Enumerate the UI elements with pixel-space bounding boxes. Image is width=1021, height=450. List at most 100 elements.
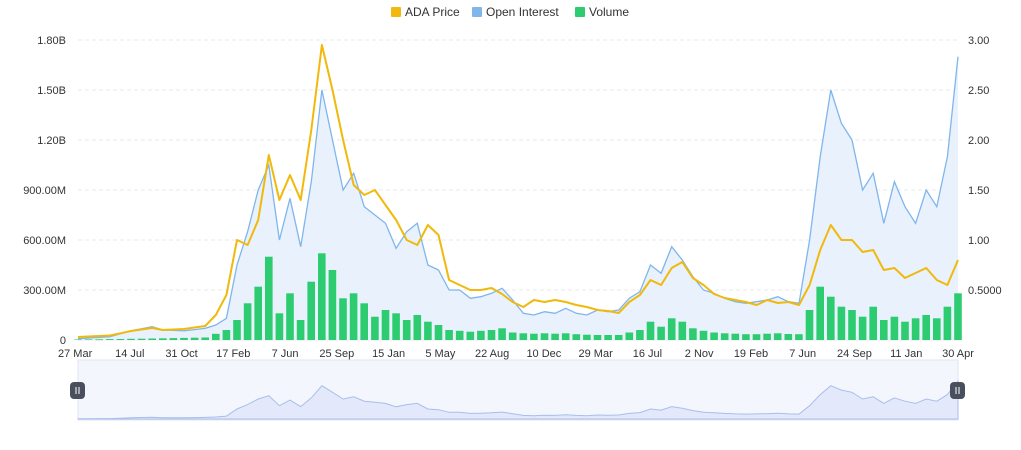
volume-bar <box>392 313 400 340</box>
x-axis-tick-label: 15 Jan <box>372 348 405 360</box>
volume-bar <box>137 338 146 340</box>
volume-bar <box>84 339 93 340</box>
volume-bar <box>487 330 496 340</box>
legend-item-volume[interactable]: Volume <box>575 5 629 19</box>
x-axis-tick-label: 7 Jun <box>272 348 299 360</box>
volume-bar <box>265 256 273 340</box>
volume-bar <box>201 337 209 340</box>
x-axis-tick-label: 29 Mar <box>579 348 614 360</box>
right-axis-tick-label: 2.50 <box>968 85 989 97</box>
volume-bar <box>583 334 591 340</box>
volume-bar <box>148 338 156 340</box>
x-axis-tick-label: 17 Feb <box>216 348 250 360</box>
legend-item-ada-price[interactable]: ADA Price <box>391 5 460 19</box>
volume-bar <box>880 320 888 340</box>
ada-price-swatch-icon <box>391 7 401 17</box>
volume-bar <box>254 286 262 340</box>
volume-bar <box>561 333 570 340</box>
x-axis-tick-label: 25 Sep <box>319 348 354 360</box>
volume-bar <box>805 310 814 340</box>
navigator-area <box>77 379 959 420</box>
volume-bar <box>508 332 517 340</box>
volume-bar <box>890 316 899 340</box>
open-interest-layer <box>77 56 959 340</box>
volume-bar <box>646 321 655 340</box>
volume-bar <box>784 334 793 340</box>
right-axis-tick-label: 1.50 <box>968 185 989 197</box>
x-axis-tick-label: 19 Feb <box>734 348 768 360</box>
volume-bar <box>720 333 729 340</box>
volume-bar <box>954 293 962 340</box>
volume-bar <box>816 286 824 340</box>
volume-bar <box>614 335 623 340</box>
open-interest-area <box>78 56 958 340</box>
navigator-left-handle[interactable] <box>70 382 85 399</box>
volume-bar <box>837 306 846 340</box>
left-axis-tick-label: 300.00M <box>23 285 66 297</box>
volume-bars <box>74 253 962 341</box>
volume-bar <box>455 330 464 340</box>
navigator-right-handle[interactable] <box>950 382 965 399</box>
volume-bar <box>922 315 930 340</box>
x-axis-tick-label: 10 Dec <box>526 348 561 360</box>
volume-bar <box>360 303 368 340</box>
volume-bar <box>477 330 485 340</box>
volume-bar <box>731 333 740 340</box>
volume-bar <box>699 330 708 340</box>
legend-label-open-interest: Open Interest <box>486 5 559 19</box>
volume-bar <box>848 310 856 340</box>
volume-bar <box>689 328 697 340</box>
volume-bar <box>773 333 782 340</box>
right-axis-tick-label: 0.5000 <box>968 285 1002 297</box>
volume-bar <box>328 270 337 340</box>
volume-bar <box>222 330 231 340</box>
volume-bar <box>752 334 761 340</box>
volume-bar <box>180 337 188 340</box>
volume-bar <box>318 253 326 340</box>
x-axis-tick-label: 16 Jul <box>633 348 662 360</box>
volume-bar <box>339 298 347 340</box>
volume-bar <box>530 333 538 340</box>
volume-bar <box>116 339 125 340</box>
volume-bar <box>858 316 867 340</box>
open-interest-swatch-icon <box>472 7 482 17</box>
volume-bar <box>434 325 443 340</box>
x-axis-tick-label: 22 Aug <box>475 348 509 360</box>
left-axis-tick-label: 0 <box>60 335 66 347</box>
left-axis: 0 300.00M 600.00M 900.00M 1.20B 1.50B 1.80B <box>23 35 66 347</box>
volume-bar <box>381 310 390 340</box>
volume-bar <box>604 335 612 340</box>
volume-bar <box>402 320 411 340</box>
volume-bar <box>233 320 241 340</box>
volume-bar <box>190 337 199 340</box>
volume-bar <box>827 296 835 340</box>
left-axis-tick-label: 600.00M <box>23 235 66 247</box>
left-axis-tick-label: 1.20B <box>37 135 66 147</box>
volume-bar <box>742 334 750 340</box>
x-axis: 27 Mar 14 Jul 31 Oct 17 Feb 7 Jun 25 Sep 15 Ja… <box>58 348 974 360</box>
volume-bar <box>901 321 909 340</box>
right-axis-tick-label: 3.00 <box>968 35 989 47</box>
left-axis-tick-label: 1.80B <box>37 35 66 47</box>
chart-legend: ADA Price Open Interest Volume <box>391 5 629 19</box>
legend-item-open-interest[interactable]: Open Interest <box>472 5 559 19</box>
volume-bar <box>106 339 114 340</box>
x-axis-tick-label: 31 Oct <box>165 348 197 360</box>
volume-bar <box>296 320 305 340</box>
legend-label-ada-price: ADA Price <box>405 5 460 19</box>
volume-bar <box>667 318 676 340</box>
volume-bar <box>243 303 252 340</box>
volume-bar <box>625 332 634 340</box>
x-axis-tick-label: 30 Apr <box>942 348 974 360</box>
right-axis: 0.5000 1.00 1.50 2.00 2.50 3.00 <box>968 35 1002 297</box>
left-handle-icon[interactable] <box>70 382 85 399</box>
navigator-series <box>77 379 959 420</box>
volume-bar <box>933 318 941 340</box>
x-axis-tick-label: 27 Mar <box>58 348 93 360</box>
volume-bar <box>212 333 220 341</box>
volume-bar <box>424 321 432 340</box>
volume-bar <box>159 338 167 340</box>
legend-label-volume: Volume <box>589 5 629 19</box>
right-handle-icon[interactable] <box>950 382 965 399</box>
range-navigator[interactable] <box>70 359 965 421</box>
